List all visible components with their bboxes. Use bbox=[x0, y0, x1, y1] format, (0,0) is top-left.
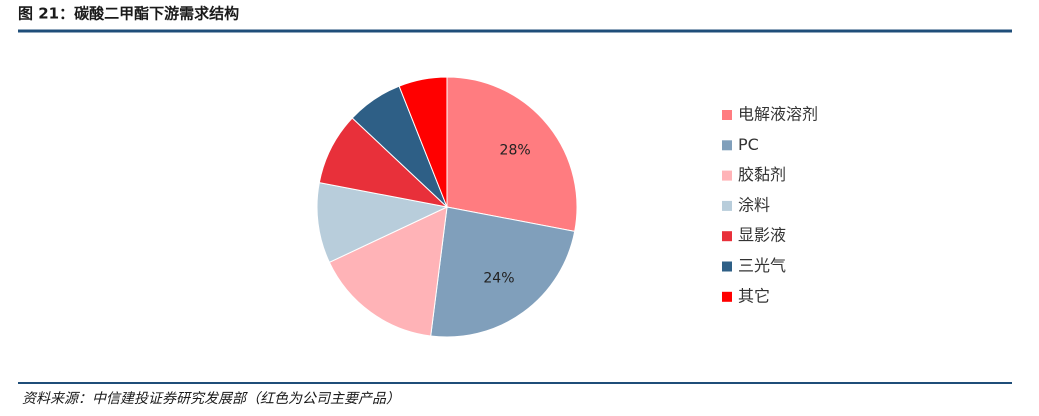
legend-swatch bbox=[722, 231, 732, 242]
legend-label: 胶黏剂 bbox=[738, 165, 786, 184]
legend-swatch bbox=[722, 170, 732, 181]
legend-label: 其它 bbox=[738, 286, 770, 305]
legend-label: 电解液溶剂 bbox=[738, 105, 818, 124]
pie-slice bbox=[398, 76, 448, 208]
legend-label: 显影液 bbox=[738, 226, 786, 245]
pie-slice bbox=[446, 76, 578, 232]
source-note: 资料来源：中信建投证券研究发展部（红色为公司主要产品） bbox=[22, 391, 400, 407]
legend-swatch bbox=[722, 291, 732, 302]
pie-slice bbox=[316, 182, 449, 264]
data-label: 24% bbox=[483, 271, 514, 287]
legend-label: 涂料 bbox=[738, 195, 770, 214]
pie-slice bbox=[328, 206, 448, 337]
legend-label: PC bbox=[738, 135, 759, 154]
legend-swatch bbox=[722, 200, 732, 211]
legend-swatch bbox=[722, 140, 732, 151]
pie-slice bbox=[430, 206, 576, 338]
data-label: 28% bbox=[500, 143, 531, 159]
legend-label: 三光气 bbox=[738, 256, 786, 275]
legend-swatch bbox=[722, 110, 732, 120]
legend-swatch bbox=[722, 261, 732, 272]
chart-title: 图 21：碳酸二甲酯下游需求结构 bbox=[18, 5, 239, 23]
